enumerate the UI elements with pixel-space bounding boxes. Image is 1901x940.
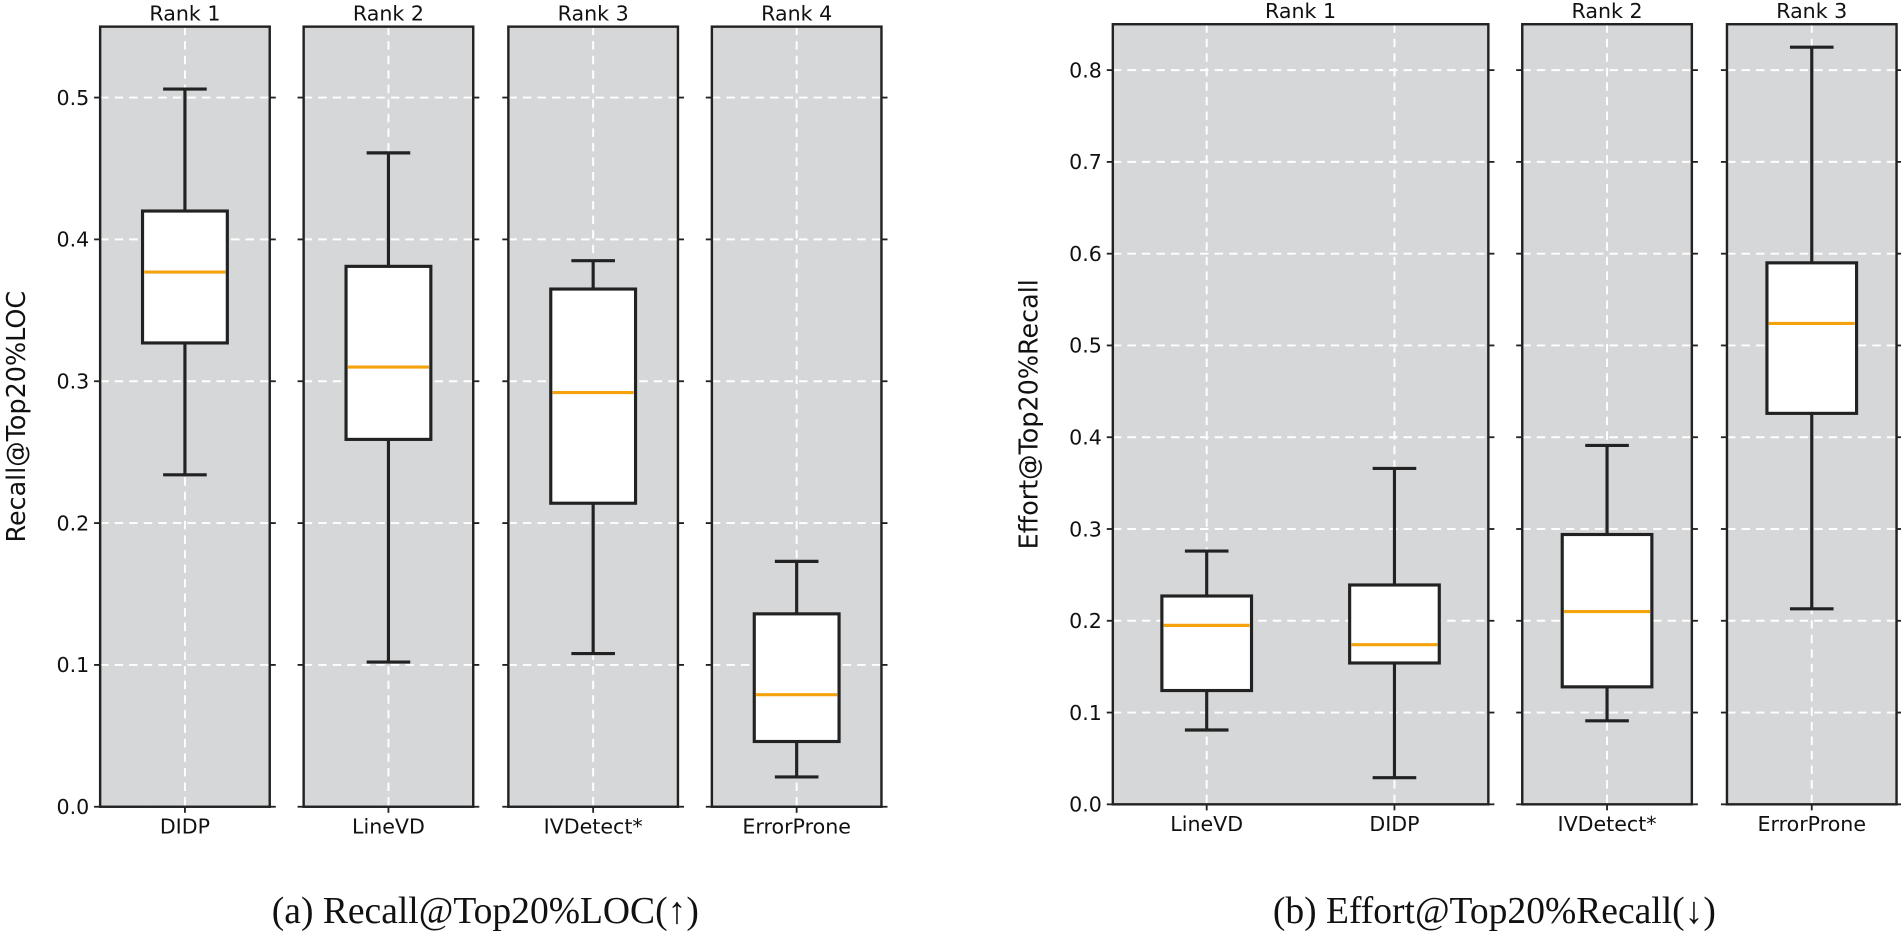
y-tick-label: 0.5 [57, 86, 90, 110]
panel-title: Rank 4 [761, 2, 832, 26]
box [549, 287, 638, 505]
panel-title: Rank 1 [1265, 0, 1336, 23]
y-tick-label: 0.2 [57, 511, 90, 535]
x-tick-label: ErrorProne [742, 814, 851, 838]
x-tick-label: IVDetect* [544, 814, 643, 838]
panel-frame [98, 25, 271, 808]
y-tick-label: 0.0 [1069, 793, 1102, 817]
panel-title: Rank 3 [558, 2, 629, 26]
panel-title: Rank 1 [149, 2, 220, 26]
caption: (b) Effort@Top20%Recall(↓) [1273, 891, 1716, 932]
x-tick-label: LineVD [1170, 812, 1243, 836]
caption: (a) Recall@Top20%LOC(↑) [272, 891, 699, 932]
x-tick-label: IVDetect* [1558, 812, 1657, 836]
panel-title: Rank 2 [353, 2, 424, 26]
y-tick-label: 0.4 [57, 228, 90, 252]
y-tick-label: 0.6 [1069, 242, 1102, 266]
y-tick-label: 0.5 [1069, 334, 1102, 358]
x-tick-label: DIDP [160, 814, 210, 838]
y-tick-label: 0.1 [1069, 701, 1102, 725]
x-tick-label: DIDP [1369, 812, 1419, 836]
y-tick-label: 0.2 [1069, 609, 1102, 633]
y-tick-label: 0.3 [1069, 517, 1102, 541]
panel-frame [1111, 23, 1490, 806]
panel-frame [1725, 23, 1898, 806]
panel-frame [1521, 23, 1694, 806]
y-axis-label: Effort@Top20%Recall [1014, 279, 1044, 549]
box [140, 209, 229, 345]
y-tick-label: 0.8 [1069, 58, 1102, 82]
box [1765, 261, 1859, 415]
y-tick-label: 0.1 [57, 653, 90, 677]
panel-title: Rank 3 [1776, 0, 1847, 23]
x-tick-label: LineVD [352, 814, 425, 838]
y-tick-label: 0.3 [57, 370, 90, 394]
panel-frame [710, 25, 883, 808]
box [752, 612, 841, 744]
panel-title: Rank 2 [1572, 0, 1643, 23]
x-tick-label: ErrorProne [1758, 812, 1867, 836]
box [344, 264, 433, 441]
y-tick-label: 0.0 [57, 795, 90, 819]
y-axis-label: Recall@Top20%LOC [1, 291, 31, 543]
panel-frame [507, 25, 680, 808]
box [1160, 594, 1254, 693]
panel-frame [302, 25, 475, 808]
box [1348, 583, 1441, 665]
y-tick-label: 0.7 [1069, 150, 1102, 174]
y-tick-label: 0.4 [1069, 425, 1102, 449]
